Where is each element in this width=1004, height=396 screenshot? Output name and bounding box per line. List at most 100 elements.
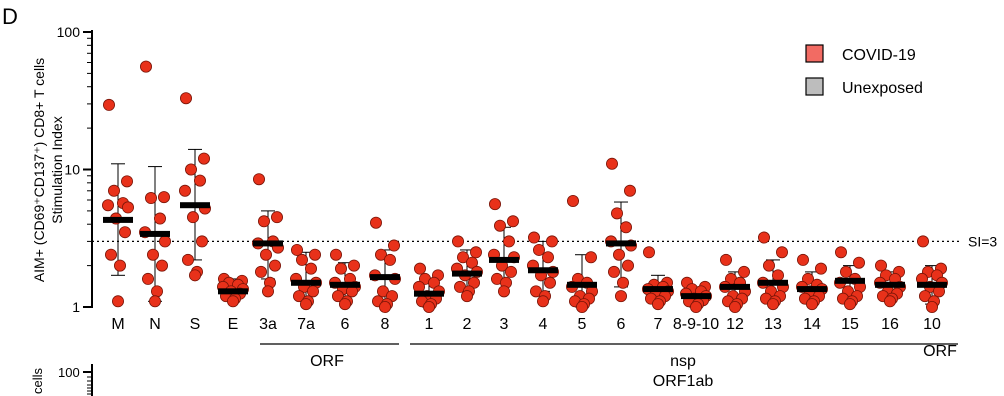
data-points: [102, 60, 949, 313]
data-point: [331, 290, 344, 303]
x-tick-label: 4: [539, 316, 548, 333]
data-point: [119, 226, 132, 239]
median-bar: [452, 270, 482, 277]
data-point: [181, 253, 194, 266]
data-point: [624, 184, 637, 197]
threshold-label: SI=3: [968, 233, 997, 249]
data-point: [576, 300, 589, 313]
data-point: [270, 211, 283, 224]
y-axis-title-line2: Stimulation Index: [49, 116, 65, 223]
y-major-ticks: 1 10 100: [57, 24, 92, 315]
data-point: [497, 285, 510, 298]
data-point: [369, 216, 382, 229]
data-point: [884, 295, 897, 308]
median-bar: [606, 240, 636, 247]
data-point: [615, 290, 628, 303]
data-point: [121, 175, 134, 188]
data-point: [608, 265, 621, 278]
data-point: [720, 253, 733, 266]
x-tick-label: 7a: [297, 316, 315, 333]
data-point: [919, 290, 932, 303]
data-point: [729, 300, 742, 313]
data-point: [844, 298, 857, 311]
median-bar: [797, 286, 827, 293]
data-point: [546, 235, 559, 248]
data-point: [179, 92, 192, 105]
data-point: [776, 246, 789, 259]
orf1ab-group-label: ORF1ab: [653, 373, 714, 390]
data-point: [875, 259, 888, 272]
median-bar: [103, 216, 133, 223]
data-point: [374, 248, 387, 261]
x-tick-label: 15: [841, 316, 859, 333]
data-point: [329, 248, 342, 261]
data-point: [620, 221, 633, 234]
median-bar: [567, 281, 597, 288]
data-point: [567, 195, 580, 208]
median-bar: [528, 267, 558, 274]
x-tick-label: 8-9-10: [673, 316, 719, 333]
x-tick-label: 2: [463, 316, 472, 333]
data-point: [469, 246, 482, 259]
data-point: [334, 262, 347, 275]
median-bar: [253, 240, 283, 247]
data-point: [295, 253, 308, 266]
data-point: [802, 272, 815, 285]
x-tick-label: 6: [617, 316, 626, 333]
data-point: [533, 243, 546, 256]
data-point: [502, 235, 515, 248]
y-axis-title-line1: AIM+ (CD69⁺CD137⁺) CD8+ T cells: [31, 58, 47, 282]
x-tick-label: 7: [654, 316, 663, 333]
data-point: [544, 276, 557, 289]
lower-panel-ytick: 100: [58, 365, 80, 380]
data-point: [144, 192, 157, 205]
data-point: [155, 259, 168, 272]
x-tick-label: 12: [726, 316, 744, 333]
data-point: [122, 201, 135, 214]
data-point: [528, 231, 541, 244]
x-tick-label: N: [149, 316, 161, 333]
x-tick-label: 14: [803, 316, 821, 333]
x-tick-labels: M N S E 3a 7a 6 8 1 2 3 4 5 6 7 8-9-10 12 13 14 15 16 10: [111, 316, 941, 333]
x-tick-label: M: [111, 316, 124, 333]
data-point: [815, 262, 828, 275]
median-bar: [330, 281, 360, 288]
data-point: [105, 248, 118, 261]
median-bar: [758, 279, 788, 286]
data-point: [108, 184, 121, 197]
median-bar: [414, 290, 444, 297]
data-point: [112, 295, 125, 308]
data-point: [652, 298, 665, 311]
legend-swatch-covid: [805, 44, 824, 63]
median-bar: [835, 277, 865, 284]
y-tick-label: 1: [72, 299, 80, 315]
data-point: [226, 295, 239, 308]
data-point: [186, 211, 199, 224]
median-bars: [103, 202, 947, 300]
data-point: [585, 251, 598, 264]
data-point: [840, 265, 853, 278]
x-tick-label: 1: [425, 316, 434, 333]
data-point: [763, 259, 776, 272]
orf-group-label: ORF: [310, 353, 344, 370]
median-bar: [720, 283, 750, 290]
data-point: [261, 285, 274, 298]
data-point: [465, 256, 478, 269]
x-tick-label: 13: [764, 316, 782, 333]
data-point: [139, 60, 152, 73]
median-bar: [291, 279, 321, 286]
data-point: [197, 152, 210, 165]
data-point: [413, 262, 426, 275]
data-point: [259, 248, 272, 261]
data-point: [299, 298, 312, 311]
data-point: [387, 239, 400, 252]
data-point: [422, 300, 435, 313]
data-point: [292, 290, 305, 303]
data-point: [493, 219, 506, 232]
data-point: [542, 251, 555, 264]
data-point: [853, 256, 866, 269]
data-point: [506, 215, 519, 228]
legend-label-unexposed: Unexposed: [842, 80, 923, 97]
data-point: [188, 269, 201, 282]
